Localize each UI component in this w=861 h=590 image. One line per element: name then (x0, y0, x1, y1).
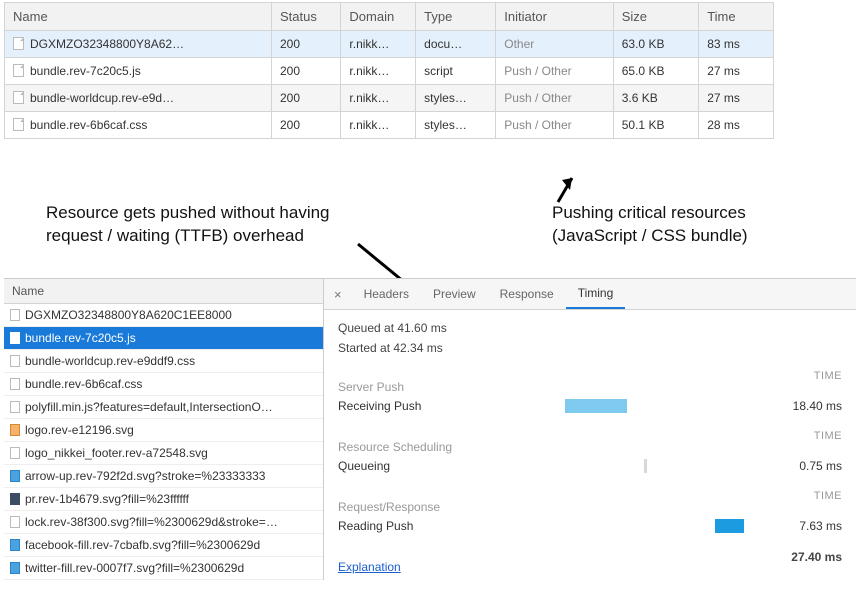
list-item[interactable]: arrow-up.rev-792f2d.svg?stroke=%23333333 (4, 465, 323, 488)
file-icon (13, 64, 24, 77)
file-icon (10, 447, 20, 459)
file-icon (10, 332, 20, 344)
lower-panels: Name DGXMZO32348800Y8A620C1EE8000bundle.… (4, 278, 856, 580)
col-size[interactable]: Size (613, 3, 698, 31)
tab-timing[interactable]: Timing (566, 279, 626, 309)
list-item[interactable]: lock.rev-38f300.svg?fill=%2300629d&strok… (4, 511, 323, 534)
col-domain[interactable]: Domain (341, 3, 416, 31)
list-item[interactable]: logo.rev-e12196.svg (4, 419, 323, 442)
detail-tabs: × Headers Preview Response Timing (324, 279, 856, 310)
file-icon (10, 562, 20, 574)
queued-line: Queued at 41.60 ms (338, 318, 842, 338)
section-label: Request/Response (338, 490, 814, 514)
file-icon (13, 118, 24, 131)
list-item[interactable]: logo_nikkei_footer.rev-a72548.svg (4, 442, 323, 465)
list-item[interactable]: polyfill.min.js?features=default,Interse… (4, 396, 323, 419)
file-icon (10, 355, 20, 367)
list-item[interactable]: pr.rev-1b4679.svg?fill=%23ffffff (4, 488, 323, 511)
col-initiator[interactable]: Initiator (496, 3, 613, 31)
file-icon (10, 401, 20, 413)
timing-value: 18.40 ms (772, 399, 842, 413)
tab-preview[interactable]: Preview (421, 280, 488, 308)
time-header: TIME (814, 370, 842, 394)
started-line: Started at 42.34 ms (338, 338, 842, 358)
detail-pane: × Headers Preview Response Timing Queued… (324, 279, 856, 580)
timing-label: Queueing (338, 459, 488, 473)
network-table: Name Status Domain Type Initiator Size T… (4, 2, 774, 139)
list-item[interactable]: DGXMZO32348800Y8A620C1EE8000 (4, 304, 323, 327)
time-header: TIME (814, 490, 842, 514)
col-type[interactable]: Type (416, 3, 496, 31)
close-icon[interactable]: × (324, 281, 352, 308)
timing-value: 0.75 ms (772, 459, 842, 473)
arrow-icon (548, 162, 588, 210)
file-icon (10, 470, 20, 482)
time-header: TIME (814, 430, 842, 454)
timing-bar (715, 519, 743, 533)
timing-row: Queueing 0.75 ms (338, 454, 842, 478)
file-icon (13, 37, 24, 50)
timing-label: Reading Push (338, 519, 488, 533)
col-time[interactable]: Time (699, 3, 774, 31)
tab-response[interactable]: Response (488, 280, 566, 308)
annotation-left: Resource gets pushed without having requ… (46, 202, 366, 248)
col-status[interactable]: Status (272, 3, 341, 31)
file-icon (10, 539, 20, 551)
network-table-header-row: Name Status Domain Type Initiator Size T… (5, 3, 774, 31)
timing-value: 7.63 ms (772, 519, 842, 533)
table-row[interactable]: DGXMZO32348800Y8A62…200r.nikk…docu…Other… (5, 31, 774, 58)
table-row[interactable]: bundle.rev-7c20c5.js200r.nikk…scriptPush… (5, 58, 774, 85)
section-label: Server Push (338, 370, 814, 394)
file-icon (10, 309, 20, 321)
file-icon (13, 91, 24, 104)
timing-bar (644, 459, 647, 473)
list-item[interactable]: bundle.rev-6b6caf.css (4, 373, 323, 396)
file-icon (10, 516, 20, 528)
file-icon (10, 378, 20, 390)
timing-label: Receiving Push (338, 399, 488, 413)
list-item[interactable]: bundle-worldcup.rev-e9ddf9.css (4, 350, 323, 373)
timing-bar (565, 399, 627, 413)
annotation-right: Pushing critical resources (JavaScript /… (552, 202, 822, 248)
list-item[interactable]: bundle.rev-7c20c5.js (4, 327, 323, 350)
list-item[interactable]: facebook-fill.rev-7cbafb.svg?fill=%23006… (4, 534, 323, 557)
file-icon (10, 493, 20, 505)
timing-total: 27.40 ms (791, 550, 842, 574)
table-row[interactable]: bundle-worldcup.rev-e9d…200r.nikk…styles… (5, 85, 774, 112)
file-icon (10, 424, 20, 436)
timing-row: Reading Push 7.63 ms (338, 514, 842, 538)
list-item[interactable]: twitter-fill.rev-0007f7.svg?fill=%230062… (4, 557, 323, 580)
tab-headers[interactable]: Headers (352, 280, 421, 308)
table-row[interactable]: bundle.rev-6b6caf.css200r.nikk…styles…Pu… (5, 112, 774, 139)
file-list-header[interactable]: Name (4, 279, 323, 304)
section-label: Resource Scheduling (338, 430, 814, 454)
file-list: Name DGXMZO32348800Y8A620C1EE8000bundle.… (4, 279, 324, 580)
timing-row: Receiving Push 18.40 ms (338, 394, 842, 418)
explanation-link[interactable]: Explanation (338, 550, 401, 574)
col-name[interactable]: Name (5, 3, 272, 31)
